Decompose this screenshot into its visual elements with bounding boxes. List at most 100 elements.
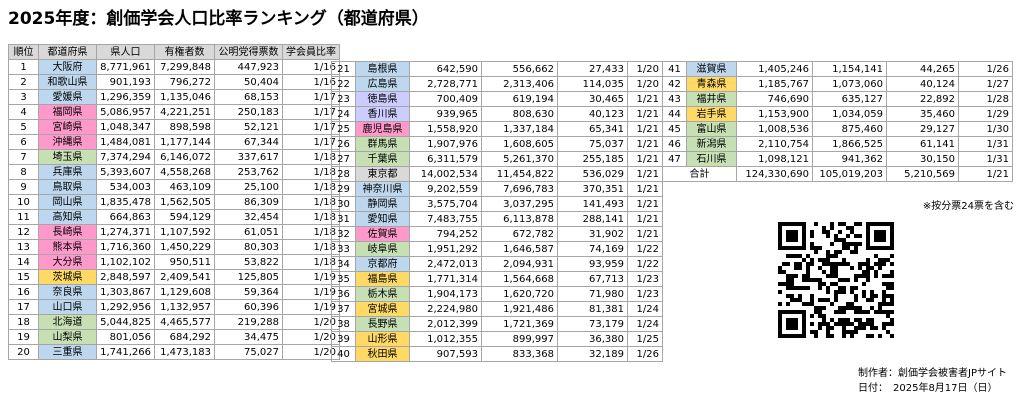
- author-credit: 制作者：創価学会被害者JPサイト: [858, 368, 1007, 379]
- ratio-cell: 1/21: [627, 196, 663, 212]
- ratio-cell: 1/31: [958, 151, 1013, 167]
- voters-cell: 619,194: [481, 91, 558, 107]
- population-cell: 801,056: [96, 329, 155, 345]
- population-cell: 1,012,355: [409, 331, 482, 347]
- total-voters: 105,019,203: [812, 166, 887, 182]
- votes-cell: 65,341: [557, 121, 628, 137]
- table-row: 3 愛媛県 1,296,359 1,135,046 68,153 1/17: [8, 89, 340, 105]
- voters-cell: 1,135,046: [154, 89, 215, 105]
- prefecture-cell: 新潟県: [686, 136, 737, 152]
- prefecture-cell: 北海道: [38, 314, 97, 330]
- total-ratio: 1/21: [958, 166, 1013, 182]
- rank-cell: 9: [8, 179, 39, 195]
- table-row: 16 奈良県 1,303,867 1,129,608 59,364 1/19: [8, 284, 340, 300]
- votes-cell: 30,150: [886, 151, 959, 167]
- population-cell: 5,044,825: [96, 314, 155, 330]
- population-cell: 907,593: [409, 346, 482, 362]
- ratio-cell: 1/31: [958, 136, 1013, 152]
- votes-cell: 53,822: [214, 254, 283, 270]
- prefecture-cell: 兵庫県: [38, 164, 97, 180]
- votes-cell: 40,124: [886, 76, 959, 92]
- rank-cell: 43: [662, 91, 687, 107]
- votes-cell: 288,141: [557, 211, 628, 227]
- rank-cell: 1: [8, 59, 39, 75]
- ratio-cell: 1/21: [627, 226, 663, 242]
- rank-cell: 15: [8, 269, 39, 285]
- population-cell: 2,012,399: [409, 316, 482, 332]
- ratio-cell: 1/21: [627, 181, 663, 197]
- voters-cell: 1,154,141: [812, 61, 887, 77]
- votes-cell: 114,035: [557, 76, 628, 92]
- votes-cell: 27,433: [557, 61, 628, 77]
- population-cell: 1,098,121: [736, 151, 813, 167]
- table-row: 23 徳島県 700,409 619,194 30,465 1/21: [331, 91, 663, 107]
- prefecture-cell: 富山県: [686, 121, 737, 137]
- rank-cell: 47: [662, 151, 687, 167]
- votes-cell: 22,892: [886, 91, 959, 107]
- votes-cell: 61,141: [886, 136, 959, 152]
- prefecture-cell: 長崎県: [38, 224, 97, 240]
- population-cell: 1,274,371: [96, 224, 155, 240]
- qr-code: [778, 222, 894, 338]
- ratio-cell: 1/27: [958, 76, 1013, 92]
- voters-cell: 1,562,505: [154, 194, 215, 210]
- rank-cell: 27: [331, 151, 356, 167]
- prefecture-cell: 千葉県: [355, 151, 410, 167]
- rank-cell: 32: [331, 226, 356, 242]
- population-cell: 1,296,359: [96, 89, 155, 105]
- voters-cell: 833,368: [481, 346, 558, 362]
- ratio-cell: 1/24: [627, 316, 663, 332]
- rank-cell: 26: [331, 136, 356, 152]
- header-prefecture: 都道府県: [38, 44, 97, 60]
- prefecture-cell: 和歌山県: [38, 74, 97, 90]
- rank-cell: 25: [331, 121, 356, 137]
- prefecture-cell: 山口県: [38, 299, 97, 315]
- votes-cell: 44,265: [886, 61, 959, 77]
- voters-cell: 594,129: [154, 209, 215, 225]
- population-cell: 2,110,754: [736, 136, 813, 152]
- population-cell: 746,690: [736, 91, 813, 107]
- table-row: 13 熊本県 1,716,360 1,450,229 80,303 1/18: [8, 239, 340, 255]
- prefecture-cell: 三重県: [38, 344, 97, 360]
- prefecture-cell: 高知県: [38, 209, 97, 225]
- votes-cell: 35,460: [886, 106, 959, 122]
- ratio-cell: 1/23: [627, 271, 663, 287]
- prefecture-cell: 山形県: [355, 331, 410, 347]
- population-cell: 1,008,536: [736, 121, 813, 137]
- total-votes: 5,210,569: [886, 166, 959, 182]
- prefecture-cell: 東京都: [355, 166, 410, 182]
- table-row: 21 島根県 642,590 556,662 27,433 1/20: [331, 61, 663, 77]
- voters-cell: 2,094,931: [481, 256, 558, 272]
- prefecture-cell: 神奈川県: [355, 181, 410, 197]
- rank-cell: 17: [8, 299, 39, 315]
- prefecture-cell: 岐阜県: [355, 241, 410, 257]
- voters-cell: 1,450,229: [154, 239, 215, 255]
- prefecture-cell: 茨城県: [38, 269, 97, 285]
- prefecture-cell: 群馬県: [355, 136, 410, 152]
- votes-cell: 52,121: [214, 119, 283, 135]
- table-row: 31 愛知県 7,483,755 6,113,878 288,141 1/21: [331, 211, 663, 227]
- voters-cell: 1,129,608: [154, 284, 215, 300]
- rank-cell: 36: [331, 286, 356, 302]
- rank-cell: 10: [8, 194, 39, 210]
- ratio-cell: 1/20: [627, 61, 663, 77]
- votes-cell: 93,959: [557, 256, 628, 272]
- rank-cell: 39: [331, 331, 356, 347]
- ratio-cell: 1/22: [627, 256, 663, 272]
- voters-cell: 1,177,144: [154, 134, 215, 150]
- votes-cell: 31,902: [557, 226, 628, 242]
- voters-cell: 684,292: [154, 329, 215, 345]
- table-row: 40 秋田県 907,593 833,368 32,189 1/26: [331, 346, 663, 362]
- header-voters: 有権者数: [154, 44, 215, 60]
- rank-cell: 38: [331, 316, 356, 332]
- votes-cell: 75,027: [214, 344, 283, 360]
- rank-cell: 45: [662, 121, 687, 137]
- votes-cell: 141,493: [557, 196, 628, 212]
- rank-cell: 20: [8, 344, 39, 360]
- rank-cell: 40: [331, 346, 356, 362]
- table-row: 11 高知県 664,863 594,129 32,454 1/18: [8, 209, 340, 225]
- ratio-cell: 1/23: [627, 286, 663, 302]
- voters-cell: 3,037,295: [481, 196, 558, 212]
- prefecture-cell: 島根県: [355, 61, 410, 77]
- header-population: 県人口: [96, 44, 155, 60]
